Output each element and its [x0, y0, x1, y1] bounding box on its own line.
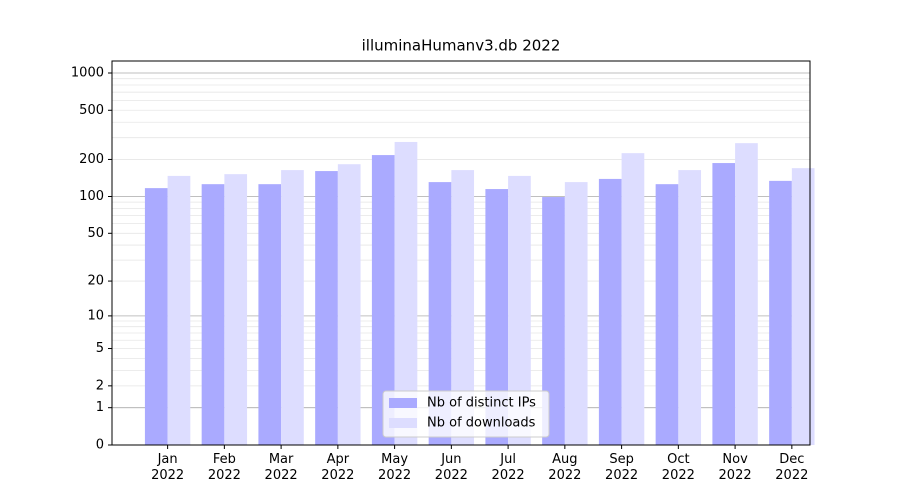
bar — [428, 182, 452, 445]
bar — [144, 188, 168, 445]
bar — [258, 184, 282, 445]
bar — [201, 184, 225, 445]
y-tick-label: 1000 — [71, 66, 104, 81]
bar — [542, 197, 565, 445]
bar — [485, 189, 509, 445]
y-tick-label: 50 — [87, 226, 104, 241]
y-tick-label: 5 — [96, 341, 104, 356]
x-tick-label: May 2022 — [378, 452, 412, 483]
x-tick-label: Oct 2022 — [661, 452, 695, 483]
bar — [451, 170, 475, 445]
x-tick-label: Apr 2022 — [321, 452, 355, 483]
bar — [564, 182, 588, 445]
y-tick-label: 0 — [96, 438, 104, 453]
plot-frame — [111, 60, 811, 446]
legend-swatch — [389, 398, 417, 408]
bar — [224, 174, 248, 446]
y-tick-label: 200 — [79, 152, 104, 167]
bar — [712, 163, 736, 446]
y-tick-label: 10 — [87, 308, 104, 323]
x-tick-label: Mar 2022 — [264, 452, 298, 483]
bar — [735, 143, 758, 446]
legend-label: Nb of distinct IPs — [427, 396, 536, 411]
bar — [337, 164, 361, 445]
x-tick-label: Jun 2022 — [434, 452, 468, 483]
y-tick-label: 20 — [87, 274, 104, 289]
legend-swatch — [389, 418, 417, 428]
bar — [508, 175, 531, 446]
y-tick-label: 1 — [96, 400, 104, 415]
bar — [598, 178, 622, 445]
bar — [655, 184, 679, 445]
bar — [621, 153, 645, 445]
bar — [769, 180, 792, 445]
x-tick-label: Feb 2022 — [207, 452, 241, 483]
y-tick-label: 100 — [79, 189, 104, 204]
bar — [791, 168, 815, 445]
bar — [678, 170, 702, 445]
bar — [281, 170, 304, 445]
x-tick-label: Jan 2022 — [151, 452, 185, 483]
x-tick-label: Dec 2022 — [775, 452, 809, 483]
x-tick-label: Sep 2022 — [605, 452, 639, 483]
legend-box — [382, 390, 550, 438]
y-tick-label: 2 — [96, 378, 104, 393]
legend: Nb of distinct IPs Nb of downloads — [382, 390, 550, 438]
x-tick-label: Nov 2022 — [718, 452, 752, 483]
bar — [394, 141, 418, 445]
bar — [371, 155, 395, 445]
bar — [315, 171, 338, 446]
bar — [167, 175, 191, 446]
y-tick-label: 500 — [79, 103, 104, 118]
x-tick-label: Jul 2022 — [491, 452, 525, 483]
chart-title: illuminaHumanv3.db 2022 — [362, 37, 561, 55]
x-tick-label: Aug 2022 — [548, 452, 582, 483]
legend-label: Nb of downloads — [427, 416, 536, 431]
